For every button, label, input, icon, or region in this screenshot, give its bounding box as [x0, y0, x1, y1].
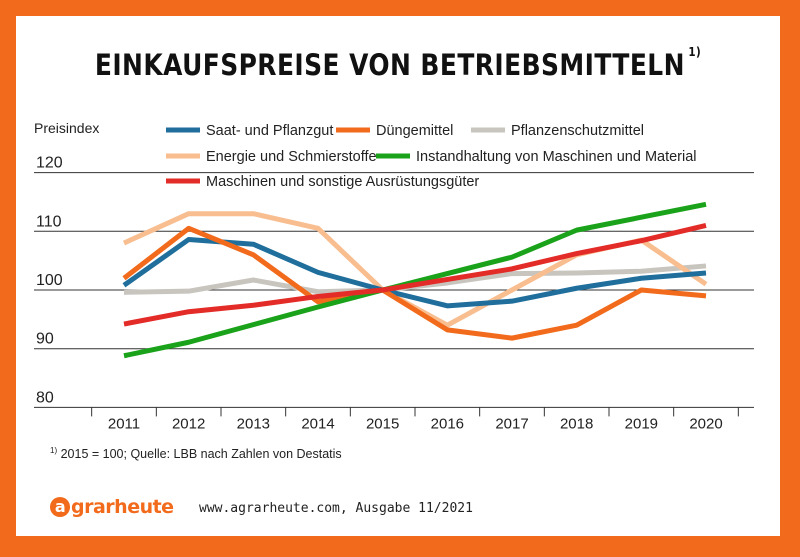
x-tick-label: 2017 [495, 415, 528, 432]
line-chart: Preisindex 80 90 100 110 120 2011 2012 2013 2014 2… [34, 120, 754, 432]
series-line-4 [123, 201, 707, 359]
x-tick-label: 2011 [108, 415, 140, 432]
x-tick-label: 2014 [301, 415, 334, 432]
logo-wordmark: grarheute [71, 496, 174, 518]
series-line-1 [122, 225, 707, 341]
y-tick-label: 110 [36, 213, 62, 230]
y-tick-label: 120 [36, 155, 63, 172]
legend-label: Düngemittel [376, 123, 453, 139]
y-tick-label: 80 [36, 389, 54, 406]
y-tick-label: 90 [36, 331, 54, 348]
legend-label: Instandhaltung von Maschinen und Materia… [416, 149, 697, 165]
x-tick-label: 2019 [625, 415, 658, 432]
x-tick-label: 2013 [237, 415, 270, 432]
legend-label: Energie und Schmierstoffe [206, 149, 377, 165]
agrarheute-logo: a grarheute [50, 496, 174, 518]
chart-card: EINKAUFSPREISE VON BETRIEBSMITTELN 1) Pre… [16, 16, 780, 536]
series-line-5 [123, 222, 707, 327]
series-line-2 [123, 263, 707, 295]
footnote-marker: 1) [50, 446, 58, 455]
source-line: www.agrarheute.com, Ausgabe 11/2021 [199, 501, 473, 516]
footnote: 1) 2015 = 100; Quelle: LBB nach Zahlen v… [50, 446, 342, 461]
x-tick-label: 2020 [689, 415, 722, 432]
title-text: EINKAUFSPREISE VON BETRIEBSMITTELN [94, 48, 685, 82]
legend-label: Pflanzenschutzmittel [511, 123, 644, 139]
y-tick-label: 100 [36, 272, 63, 289]
x-tick-label: 2018 [560, 415, 593, 432]
logo-initial: a [50, 497, 70, 517]
x-tick-label: 2015 [366, 415, 399, 432]
chart-title: EINKAUFSPREISE VON BETRIEBSMITTELN 1) [69, 45, 726, 82]
footnote-text: 2015 = 100; Quelle: LBB nach Zahlen von … [57, 447, 342, 462]
y-axis-label: Preisindex [34, 120, 99, 136]
x-tick-label: 2012 [172, 415, 205, 432]
title-footnote-marker: 1) [688, 45, 702, 60]
x-tick-label: 2016 [431, 415, 464, 432]
legend-label: Saat- und Pflanzgut [206, 123, 333, 139]
legend-label: Maschinen und sonstige Ausrüstungsgüter [206, 174, 479, 190]
